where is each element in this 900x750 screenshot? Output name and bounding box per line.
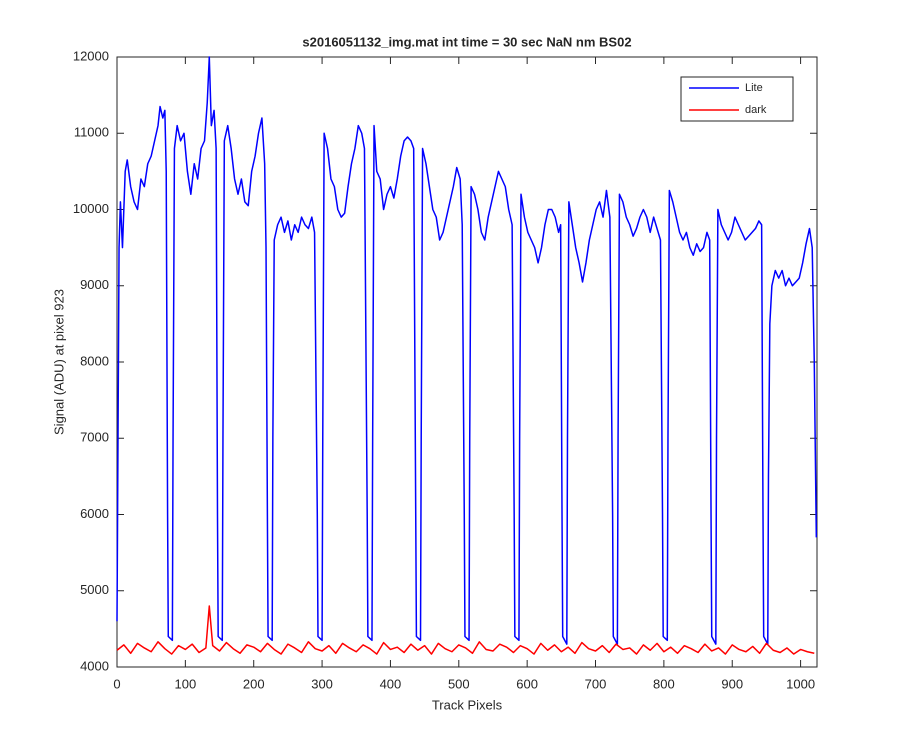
y-tick-label: 10000	[73, 201, 109, 216]
x-tick-label: 200	[243, 676, 265, 691]
x-tick-label: 500	[448, 676, 470, 691]
legend-label: Lite	[745, 82, 763, 94]
y-tick-label: 8000	[80, 353, 109, 368]
y-tick-label: 11000	[74, 125, 109, 140]
x-tick-label: 1000	[786, 676, 815, 691]
y-tick-label: 9000	[80, 277, 109, 292]
y-tick-label: 7000	[80, 430, 109, 445]
x-tick-label: 300	[311, 676, 333, 691]
line-series	[116, 605, 815, 655]
y-axis-label: Signal (ADU) at pixel 923	[51, 289, 66, 435]
x-tick-label: 400	[380, 676, 402, 691]
legend-label: dark	[745, 104, 767, 116]
x-axis-label: Track Pixels	[432, 697, 503, 712]
line-series	[116, 56, 818, 645]
x-tick-label: 0	[113, 676, 120, 691]
legend-box	[680, 76, 794, 122]
x-tick-label: 700	[585, 676, 607, 691]
y-tick-label: 12000	[73, 48, 109, 63]
y-tick-label: 4000	[80, 658, 109, 673]
x-tick-label: 800	[653, 676, 675, 691]
x-tick-label: 900	[721, 676, 743, 691]
x-tick-label: 100	[175, 676, 197, 691]
y-tick-label: 5000	[80, 582, 109, 597]
chart-title: s2016051132_img.mat int time = 30 sec Na…	[302, 34, 631, 49]
y-tick-label: 6000	[80, 506, 109, 521]
x-tick-label: 600	[516, 676, 538, 691]
plot-area	[116, 56, 818, 668]
